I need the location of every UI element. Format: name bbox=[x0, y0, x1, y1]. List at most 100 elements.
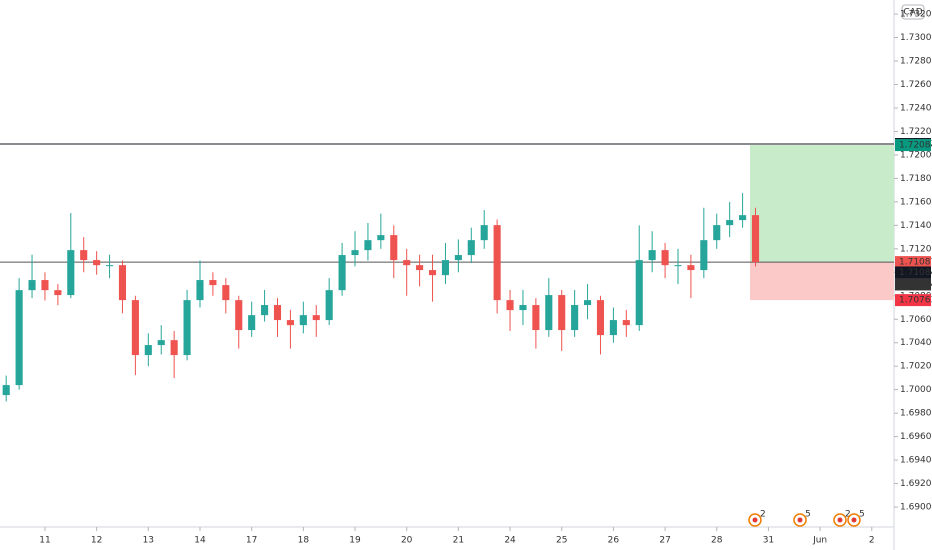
y-tick-label: 1.72400 bbox=[900, 103, 932, 113]
event-count[interactable]: 5 bbox=[859, 510, 865, 520]
stop-zone bbox=[750, 262, 894, 301]
candle-body bbox=[196, 280, 204, 301]
x-tick-label: 12 bbox=[91, 536, 102, 546]
candle-body bbox=[467, 240, 475, 256]
candle-body bbox=[635, 260, 643, 326]
y-tick-label: 1.70000 bbox=[900, 385, 932, 395]
event-flag bbox=[797, 517, 803, 523]
candle-body bbox=[532, 305, 540, 331]
x-tick-label: 26 bbox=[608, 536, 620, 546]
candle-body bbox=[441, 260, 450, 276]
currency-box[interactable] bbox=[901, 4, 925, 20]
y-tick-label: 1.73000 bbox=[900, 33, 932, 43]
y-tick-label: 1.70600 bbox=[900, 315, 932, 325]
y-tick-label: 1.69200 bbox=[900, 479, 932, 489]
price-label: 1.72084 bbox=[899, 141, 932, 151]
target-zone bbox=[750, 145, 894, 263]
candle-body bbox=[558, 295, 566, 331]
x-tick-label: 25 bbox=[556, 536, 567, 546]
candle-body bbox=[261, 305, 269, 316]
candle-body bbox=[519, 305, 527, 311]
y-tick-label: 1.72000 bbox=[900, 150, 932, 160]
x-tick-label: 21 bbox=[453, 536, 464, 546]
candle-body bbox=[41, 280, 49, 291]
candle-body bbox=[312, 315, 320, 321]
y-tick-label: 1.71800 bbox=[900, 174, 932, 184]
candle-body bbox=[480, 225, 488, 241]
candle-body bbox=[609, 320, 617, 336]
x-tick-label: 17 bbox=[246, 536, 257, 546]
y-tick-label: 1.71200 bbox=[900, 244, 932, 254]
candle-body bbox=[286, 320, 294, 326]
candle-body bbox=[248, 315, 256, 331]
candle-body bbox=[596, 300, 605, 336]
candle-body bbox=[571, 305, 579, 331]
candle-body bbox=[2, 385, 10, 396]
x-tick-label: 27 bbox=[659, 536, 670, 546]
x-tick-label: 11 bbox=[39, 536, 50, 546]
event-flag bbox=[851, 517, 857, 523]
candle-body bbox=[144, 345, 152, 356]
candle-body bbox=[364, 240, 372, 251]
candle-body bbox=[377, 235, 385, 241]
candle-body bbox=[351, 250, 359, 256]
price-label-box bbox=[895, 278, 931, 291]
candle-body bbox=[403, 260, 411, 266]
x-tick-label: 2 bbox=[869, 536, 875, 546]
candle-body bbox=[67, 250, 75, 296]
candle-body bbox=[751, 215, 760, 263]
event-count[interactable]: 2 bbox=[845, 510, 851, 520]
y-tick-label: 1.73200 bbox=[900, 10, 932, 20]
x-tick-label: 31 bbox=[763, 536, 774, 546]
candle-body bbox=[428, 270, 437, 276]
candle-body bbox=[390, 235, 398, 261]
candle-body bbox=[325, 290, 333, 321]
x-tick-label: 20 bbox=[401, 536, 413, 546]
y-tick-label: 1.69800 bbox=[900, 409, 932, 419]
y-tick-label: 1.71600 bbox=[900, 197, 932, 207]
y-tick-label: 1.72600 bbox=[900, 80, 932, 90]
price-label: 1.71084 bbox=[899, 280, 932, 290]
x-tick-label: 13 bbox=[143, 536, 154, 546]
x-tick-label: 28 bbox=[711, 536, 723, 546]
candle-body bbox=[118, 265, 127, 301]
x-tick-label: Jun bbox=[812, 536, 827, 546]
candle-body bbox=[80, 250, 88, 261]
x-tick-label: 14 bbox=[194, 536, 206, 546]
event-count[interactable]: 5 bbox=[805, 510, 811, 520]
x-tick-label: 18 bbox=[298, 536, 310, 546]
candle-body bbox=[209, 280, 217, 286]
event-count[interactable]: 2 bbox=[760, 510, 766, 520]
candle-body bbox=[106, 265, 114, 267]
candle-body bbox=[222, 285, 230, 301]
candle-body bbox=[235, 300, 243, 331]
y-tick-label: 1.72800 bbox=[900, 57, 932, 67]
candle-body bbox=[661, 250, 669, 266]
candle-body bbox=[28, 280, 36, 291]
price-label-box bbox=[895, 139, 931, 152]
y-tick-label: 1.70400 bbox=[900, 338, 932, 348]
price-label: 1.71087 bbox=[899, 258, 932, 268]
candle-body bbox=[338, 255, 346, 291]
candle-body bbox=[622, 320, 630, 326]
candle-body bbox=[713, 225, 721, 241]
candle-body bbox=[157, 340, 165, 346]
candle-body bbox=[299, 315, 307, 326]
price-label: 1.71084 bbox=[899, 268, 932, 278]
candle-body bbox=[687, 265, 695, 271]
y-tick-label: 1.70200 bbox=[900, 362, 932, 372]
candle-body bbox=[183, 300, 191, 356]
candle-body bbox=[170, 340, 178, 356]
y-tick-label: 1.71400 bbox=[900, 221, 932, 231]
y-tick-label: 1.69400 bbox=[900, 456, 932, 466]
candle-body bbox=[739, 215, 747, 221]
candle-body bbox=[15, 290, 23, 386]
candle-body bbox=[648, 250, 656, 261]
y-tick-label: 1.72200 bbox=[900, 127, 932, 137]
price-label: 1.70763 bbox=[899, 296, 932, 306]
currency-label[interactable]: CAD bbox=[903, 8, 922, 18]
candle-body bbox=[54, 290, 62, 296]
candle-body bbox=[506, 300, 514, 311]
y-tick-label: 1.69000 bbox=[900, 503, 932, 513]
